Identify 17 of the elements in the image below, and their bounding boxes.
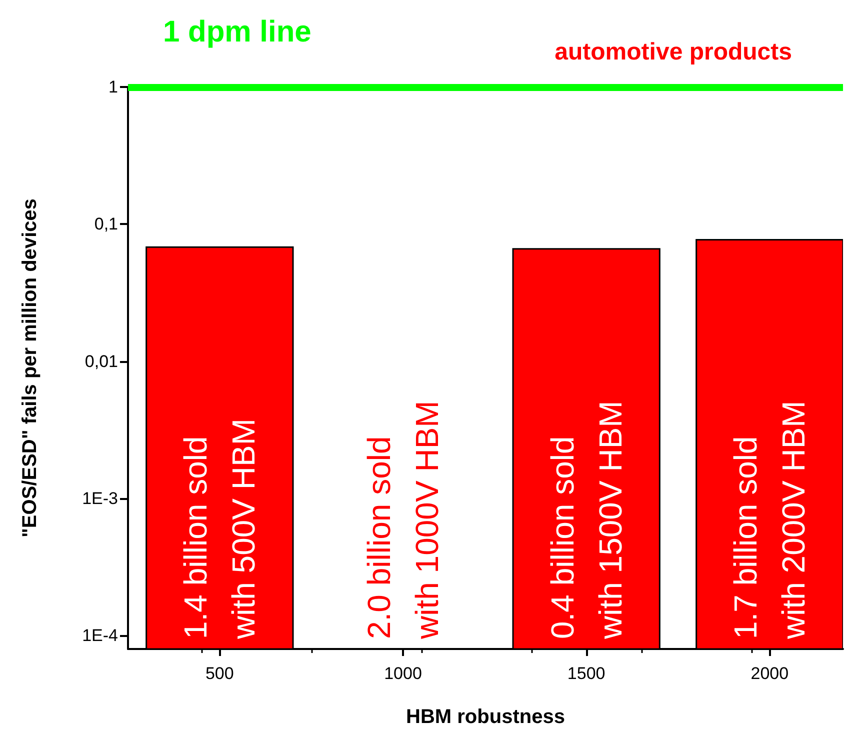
x-axis-title: HBM robustness — [406, 706, 565, 728]
y-tick-label: 0,01 — [84, 352, 118, 371]
x-tick-label: 1500 — [567, 664, 606, 683]
y-axis-title: "EOS/ESD" fails per million devices — [19, 198, 41, 538]
ref-line-label: 1 dpm line — [163, 16, 312, 48]
annotation: 0.4 billion sold with 1500V HBM — [544, 400, 628, 640]
y-tick-label: 1E-3 — [82, 489, 118, 508]
x-tick-label: 1000 — [384, 664, 422, 683]
x-tick-label: 500 — [205, 664, 234, 683]
annotation: 1.4 billion sold with 500V HBM — [178, 418, 262, 640]
annotation: 2.0 billion sold with 1000V HBM — [361, 400, 445, 640]
annotation: 1.7 billion sold with 2000V HBM — [728, 400, 812, 640]
y-tick-label: 1 — [108, 78, 118, 96]
y-tick-label: 1E-4 — [82, 626, 118, 646]
text: automotive products — [554, 38, 792, 66]
y-tick-label: 0,1 — [94, 214, 118, 234]
x-tick-label: 2000 — [750, 664, 789, 683]
